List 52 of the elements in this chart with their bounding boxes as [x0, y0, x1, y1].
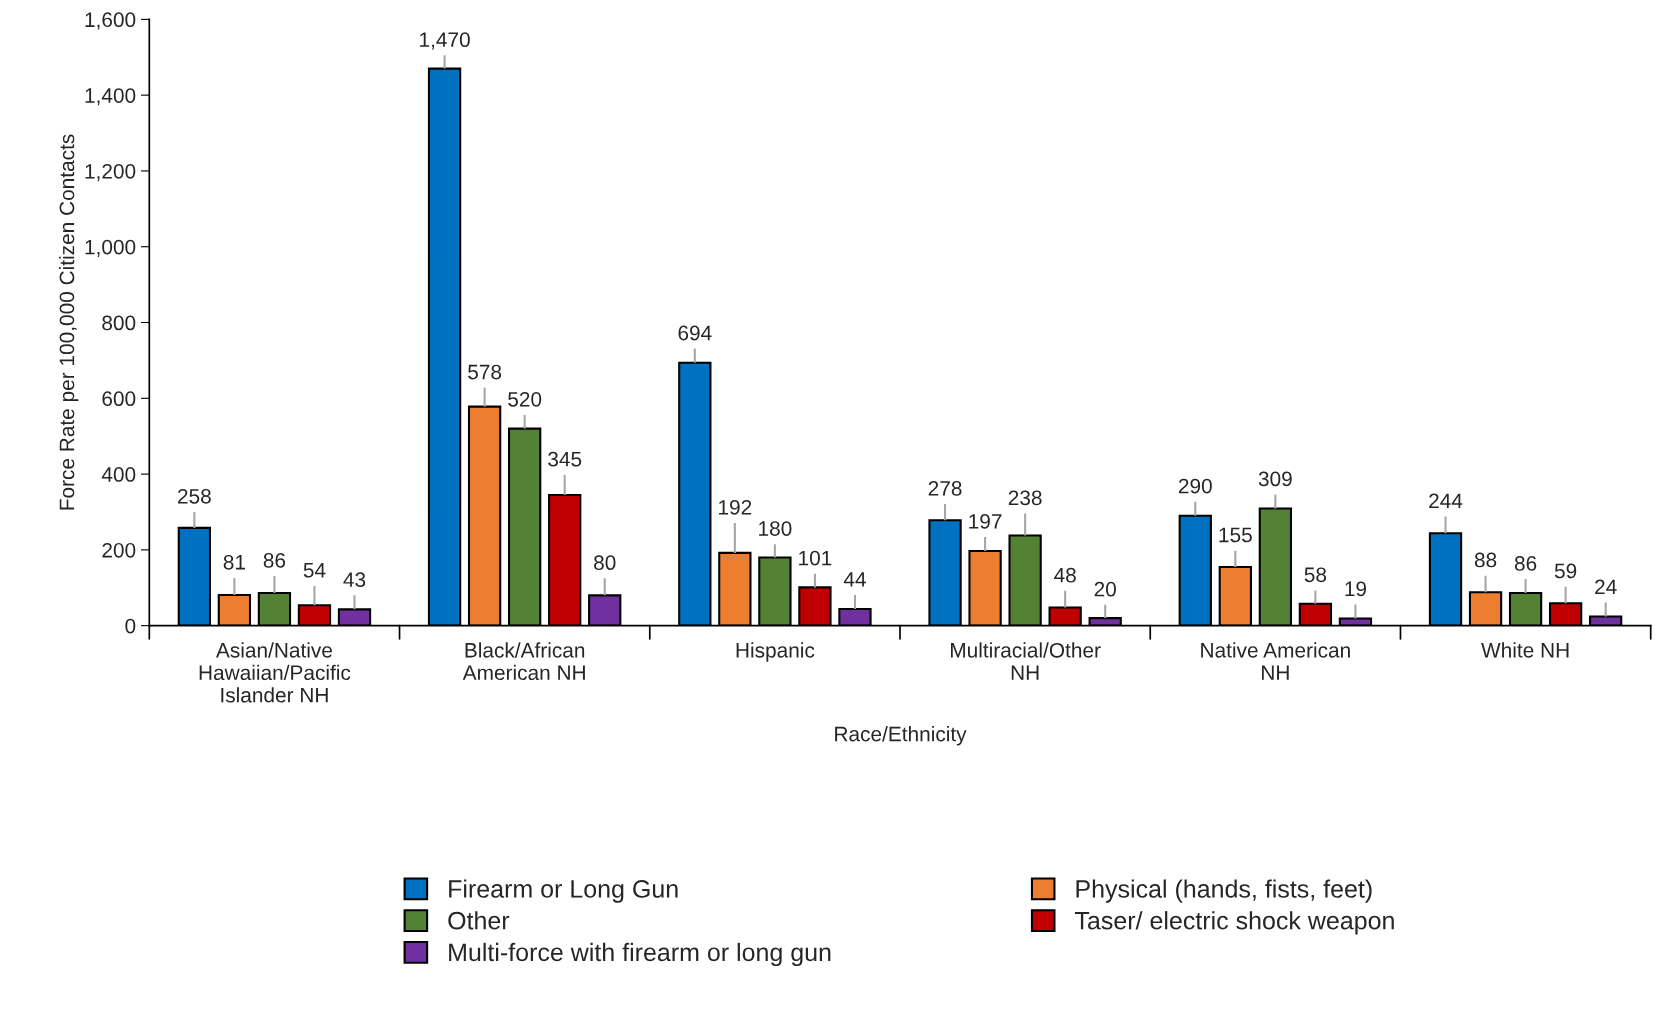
data-label: 20 [1094, 581, 1116, 597]
data-label: 180 [759, 521, 792, 536]
y-axis-title: Force Rate per 100,000 Citizen Contacts [59, 134, 79, 510]
y-tick-label: 1,400 [85, 88, 136, 106]
legend-label: Other [448, 911, 510, 930]
data-label: 309 [1258, 471, 1292, 487]
data-label: 24 [1595, 579, 1617, 595]
data-label: 59 [1554, 563, 1577, 579]
data-label: 578 [468, 364, 502, 380]
x-tick-label: Black/African American NH [462, 642, 585, 681]
data-label: 48 [1054, 567, 1076, 583]
data-label: 88 [1474, 552, 1497, 568]
legend-label: Physical (hands, fists, feet) [1076, 879, 1372, 903]
y-tick-label: 600 [102, 391, 136, 407]
data-label: 86 [263, 552, 286, 568]
data-label: 44 [843, 572, 866, 587]
data-label: 290 [1178, 478, 1212, 494]
data-label: 278 [928, 480, 962, 496]
x-tick-label: Asian/Native Hawaiian/Pacific Islander NH [199, 642, 351, 703]
data-label: 58 [1304, 567, 1327, 583]
data-label: 54 [303, 563, 326, 578]
data-label: 244 [1429, 493, 1463, 509]
data-label: 345 [548, 451, 582, 467]
y-tick-label: 200 [102, 542, 136, 558]
x-tick-label: Multiracial/Other NH [951, 642, 1101, 680]
data-label: 80 [594, 555, 616, 571]
data-label: 81 [223, 554, 245, 570]
data-label: 694 [678, 325, 712, 341]
legend-label: Multi-force with firearm or long gun [449, 942, 831, 967]
legend-label: Taser/ electric shock weapon [1075, 911, 1394, 935]
y-tick-label: 1,000 [85, 239, 136, 257]
data-label: 258 [178, 488, 211, 504]
data-label: 155 [1219, 527, 1252, 543]
data-label: 19 [1345, 581, 1367, 597]
data-label: 43 [343, 572, 366, 588]
y-tick-label: 0 [125, 618, 136, 634]
data-label: 1,470 [420, 32, 470, 50]
y-tick-label: 400 [101, 467, 136, 482]
x-tick-label: White NH [1481, 642, 1569, 658]
x-axis-title: Race/Ethnicity [835, 726, 967, 746]
y-tick-label: 800 [102, 315, 136, 331]
data-label: 197 [969, 513, 1002, 529]
x-tick-label: Hispanic [736, 642, 815, 662]
x-tick-label: Native American NH [1201, 642, 1350, 680]
data-label: 520 [508, 391, 542, 407]
legend-label: Firearm or Long Gun [449, 879, 678, 903]
data-label: 238 [1008, 490, 1042, 506]
y-tick-label: 1,200 [85, 163, 136, 182]
data-label: 101 [799, 550, 832, 566]
data-label: 86 [1514, 556, 1537, 571]
y-tick-label: 1,600 [85, 12, 136, 30]
data-label: 192 [719, 499, 752, 515]
